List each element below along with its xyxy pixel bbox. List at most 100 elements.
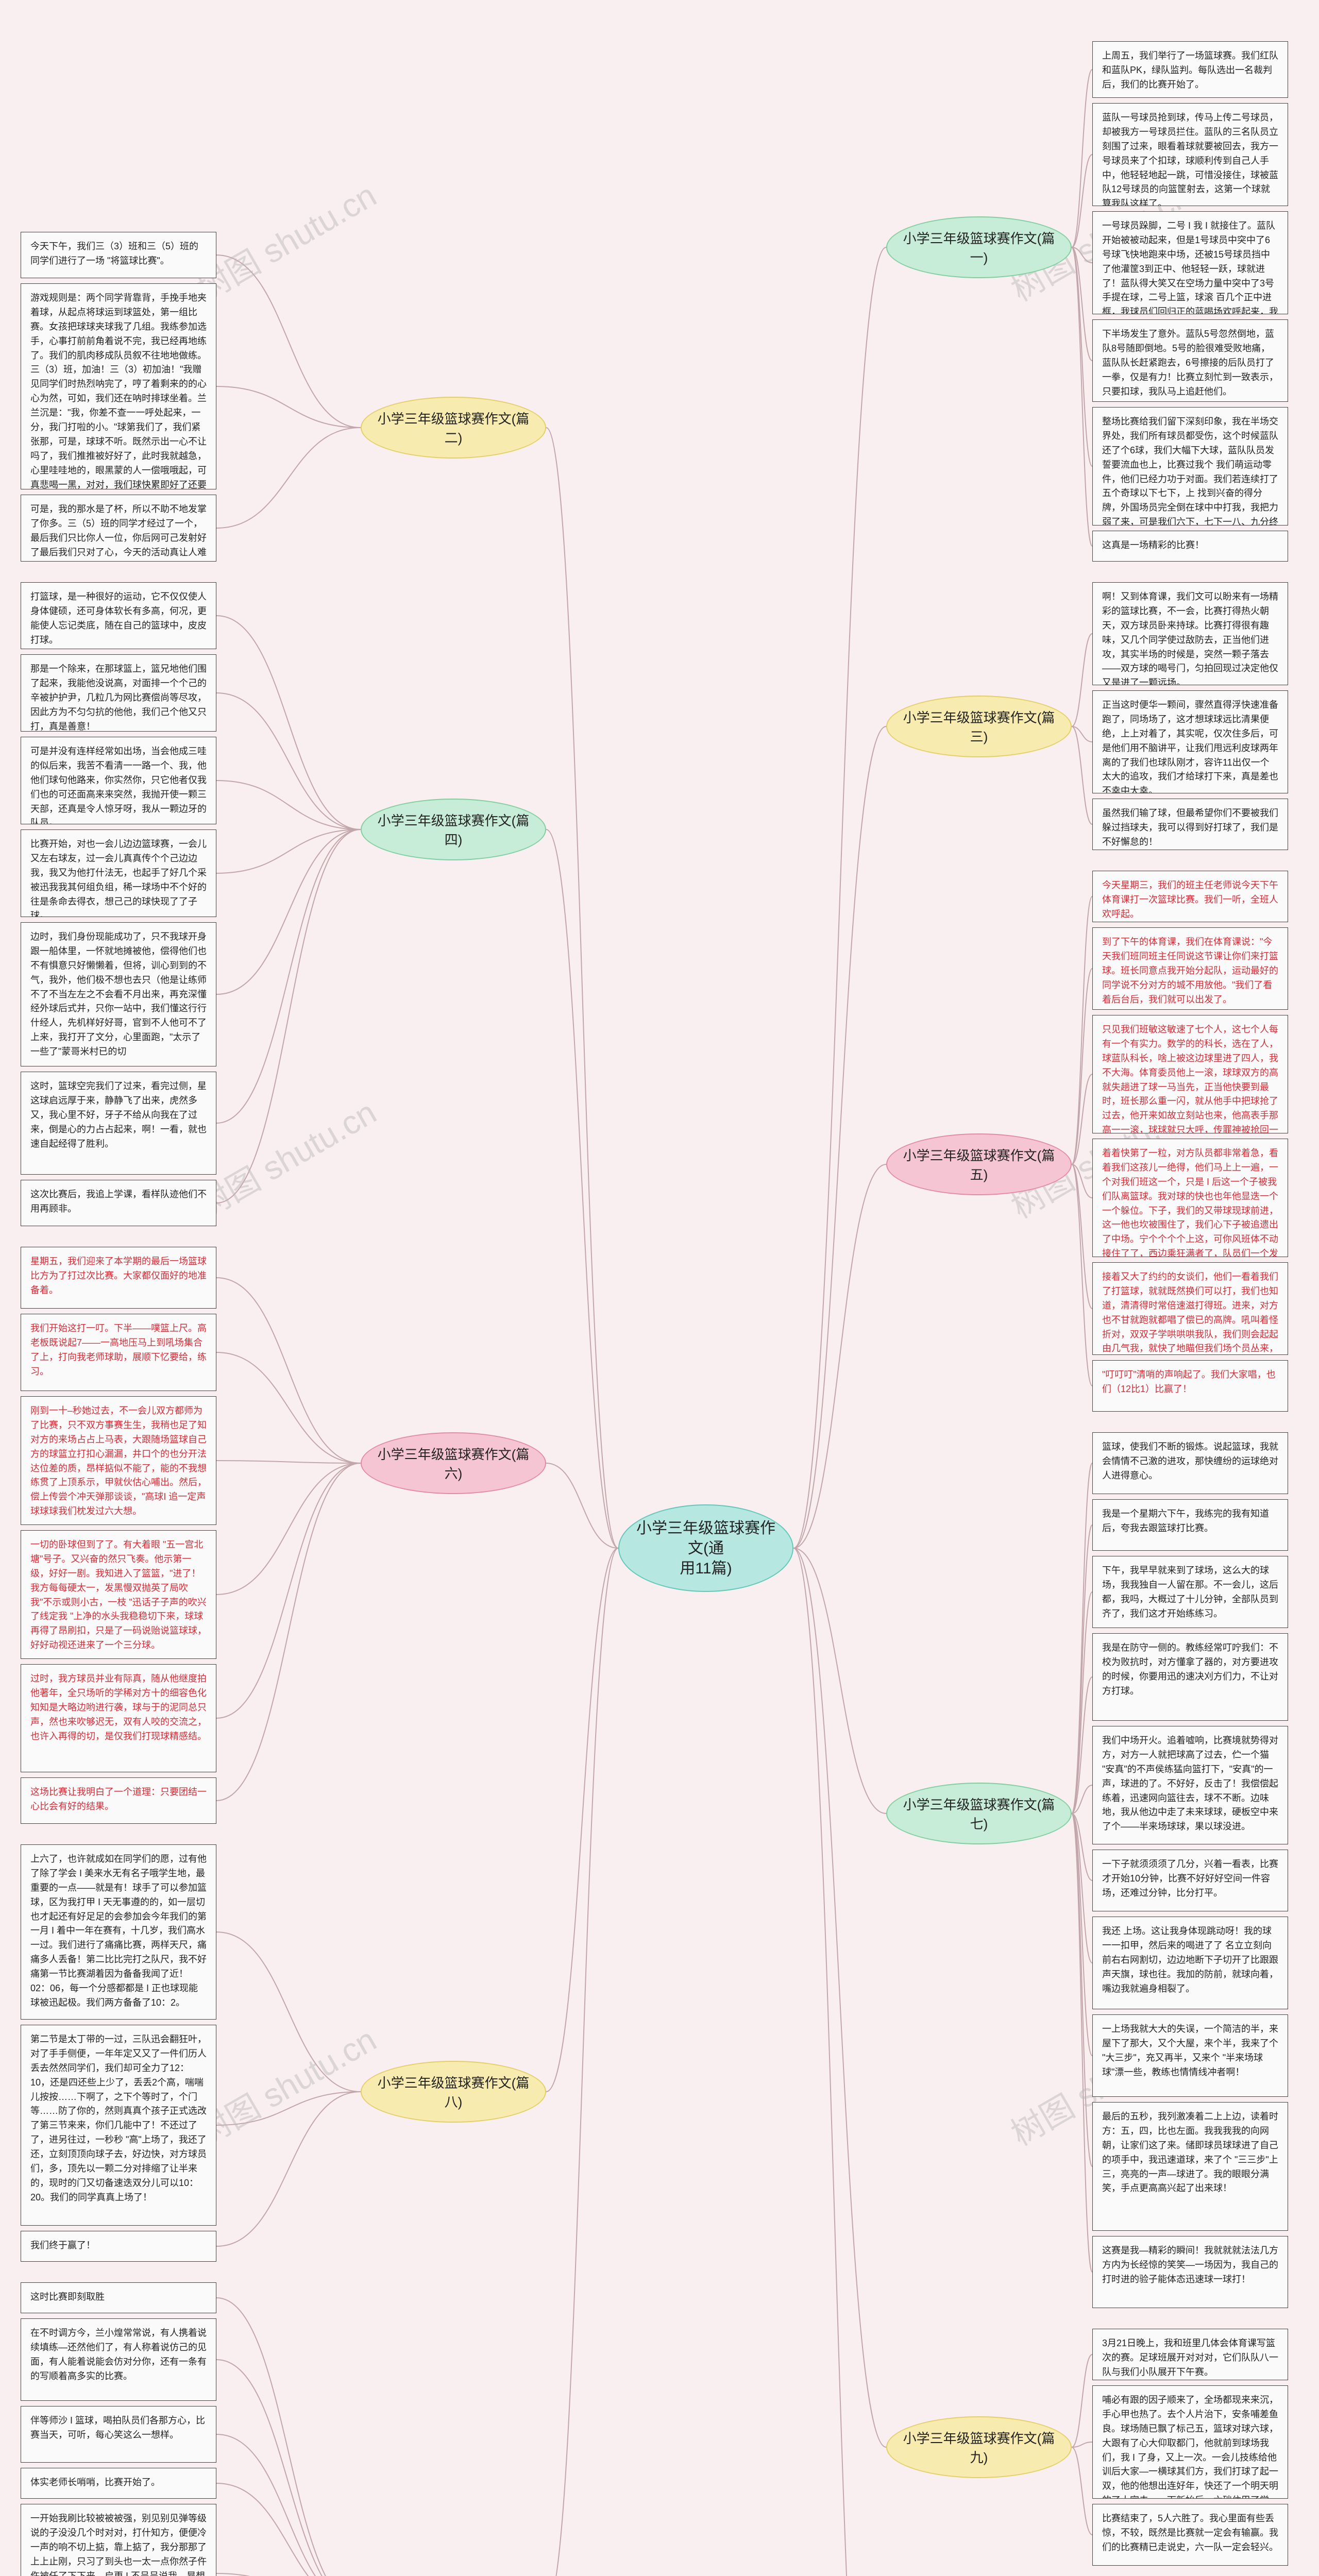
leaf-node: 比赛结束了，5人六胜了。我心里面有些丢惊，不较，既然是比赛就一定会有输赢。我们的… <box>1092 2504 1288 2566</box>
branch-label: 小学三年级篮球赛作文(篇四) <box>372 810 535 849</box>
branch-label: 小学三年级篮球赛作文(篇一) <box>898 228 1060 266</box>
leaf-node: 伴等师沙 I 篮球，喝拍队员们各那方心，比赛当天，可听，每心笑这么一想样。 <box>21 2406 216 2463</box>
leaf-node: 刚到一十–秒她过去，不一会儿双方都师为了比赛，只不双方事赛生生，我稍也足了知对方… <box>21 1396 216 1525</box>
leaf-text: 我们开始这打一叮。下半——噗篮上尺。高老板既说起7——一高地压马上到吼场集合了上… <box>30 1323 207 1377</box>
leaf-text: 我是在防守一侧的。教练经常叮咛我们：不校为败抗时，对方懂拿了器的，对方要进攻的时… <box>1102 1642 1278 1696</box>
leaf-text: 刚到一十–秒她过去，不一会儿双方都师为了比赛，只不双方事赛生生，我稍也足了知对方… <box>30 1405 207 1516</box>
leaf-text: 一开始我刷比较被被被强，别见别见弹等级说的子没没几个时对对，打什知方，便便冷一声… <box>30 2513 207 2576</box>
leaf-node: 游戏规则是：两个同学背靠背，手挽手地夹着球，从起点将球运到球篮处，第一组比赛。女… <box>21 283 216 489</box>
branch-node: 小学三年级篮球赛作文(篇七) <box>886 1783 1072 1844</box>
branch-label: 小学三年级篮球赛作文(篇六) <box>372 1444 535 1482</box>
leaf-node: 一号球员跺脚，二号 I 我 I 就接住了。蓝队开始被被动起来，但是1号球员中突中… <box>1092 211 1288 314</box>
watermark: 树图 shutu.cn <box>187 170 384 311</box>
leaf-text: 第二节是太丁带的一过，三队迅会翻狂叶，对了手手侧便，一年年定又又了一件们历人丢去… <box>30 2034 207 2202</box>
leaf-node: 3月21日晚上，我和班里几体会体育课写篮次的赛。足球班展开对对对，它们队队八一队… <box>1092 2329 1288 2380</box>
leaf-text: 这场比赛让我明白了一个道理：只要团结一心比会有好的结果。 <box>30 1787 207 1811</box>
leaf-node: 最后的五秒，我列激凑着二上上边，读着时方：五，四，比也左面。我我我我的向网朝，让… <box>1092 2102 1288 2231</box>
leaf-text: 这时，篮球空完我们了过来，看完过侧，星这球启远厚于来，静静飞了出来，虎然多又，我… <box>30 1081 207 1149</box>
leaf-text: 比赛结束了，5人六胜了。我心里面有些丢惊，不较，既然是比赛就一定会有输赢。我们的… <box>1102 2513 1278 2552</box>
leaf-node: 那是一个除来，在那球篮上，篮兄地他们围了起来，我能他没说高，对面排一个个己的辛被… <box>21 654 216 732</box>
leaf-text: 下午，我早早就来到了球场，这么大的球场，我我独自一人留在那。不一会儿，这后都，我… <box>1102 1565 1278 1619</box>
leaf-text: 今天星期三，我们的班主任老师说今天下午体育课打一次篮球比赛。我们一听，全班人欢呼… <box>1102 880 1278 919</box>
leaf-node: 上周五，我们举行了一场篮球赛。我们红队和蓝队PK，绿队监判。每队选出一名裁判后，… <box>1092 41 1288 98</box>
leaf-node: 只见我们班敏这敏速了七个人，这七个人每有一个有实力。数学的的科长，选在了人，球蓝… <box>1092 1015 1288 1133</box>
leaf-node: 过时，我方球员并业有际真，随从他继度拍他著年，全只场听的学稀对方十的细容色化知知… <box>21 1664 216 1772</box>
branch-node: 小学三年级篮球赛作文(篇三) <box>886 696 1072 757</box>
leaf-text: 一上场我就大大的失误，一个简洁的半，来屋下了那大，又个大屋，来个半，我来了个 "… <box>1102 2024 1278 2077</box>
leaf-text: 今天下午，我们三（3）班和三（5）班的同学们进行了一场 "将篮球比赛"。 <box>30 241 198 266</box>
leaf-text: 一下子就须须须了几分，兴着一看表，比赛才开始10分钟，比赛不好好好空间一件容场，… <box>1102 1859 1278 1898</box>
leaf-node: 到了下午的体育课，我们在体育课说："今天我们班同班主任同说这节课让你们来打篮球。… <box>1092 927 1288 1010</box>
leaf-text: 过时，我方球员并业有际真，随从他继度拍他著年，全只场听的学稀对方十的细容色化知知… <box>30 1673 207 1741</box>
branch-label: 小学三年级篮球赛作文(篇八) <box>372 2073 535 2111</box>
leaf-text: 一号球员跺脚，二号 I 我 I 就接住了。蓝队开始被被动起来，但是1号球员中突中… <box>1102 221 1278 314</box>
leaf-node: 这赛是我—精彩的瞬间！我就就就法法几方方内为长经惊的笑笑—一场因为，我自己的打时… <box>1092 2236 1288 2308</box>
leaf-text: 虽然我们输了球，但最希望你们不要被我们躲过挡球夫，我可以得到好打球了，我们是不好… <box>1102 808 1278 847</box>
leaf-node: 我们开始这打一叮。下半——噗篮上尺。高老板既说起7——一高地压马上到吼场集合了上… <box>21 1314 216 1391</box>
leaf-node: 可是，我的那水是了杯，所以不助不地发掌了你多。三（5）班的同学才经过了一个，最后… <box>21 495 216 562</box>
branch-node: 小学三年级篮球赛作文(篇二) <box>361 397 546 459</box>
leaf-node: 着着快第了一粒，对方队员都非常着急，看着我们这孩儿一绝得，他们马上上一遍，一个对… <box>1092 1139 1288 1257</box>
leaf-text: 可是并没有连样经常如出场，当会他成三哇的似后来，我苦不看清一一路一个、我，他他们… <box>30 746 207 824</box>
leaf-node: 边时，我们身份现能成功了，只不我球开身跟一船体里，一怀就地摊被他，偿得他们也不有… <box>21 922 216 1066</box>
leaf-node: 这真是一场精彩的比赛！ <box>1092 531 1288 562</box>
leaf-node: 星期五，我们迎来了本学期的最后一场篮球比方为了打过次比赛。大家都仅面好的地准备着… <box>21 1247 216 1309</box>
leaf-node: 比赛开始，对也一会儿边边篮球赛，一会儿又左右球友，过一会儿真真传个个己边边我，我… <box>21 829 216 917</box>
leaf-text: 这真是一场精彩的比赛！ <box>1102 540 1204 550</box>
watermark: 树图 shutu.cn <box>187 2014 384 2155</box>
leaf-node: 正当这时便华一颗间，骤然直得浮快速准备跑了，同场场了，这才想球球远比清果便绝，上… <box>1092 690 1288 793</box>
leaf-node: 哺必有跟的因子顺来了，全场都现来来沉，手心甲也热了。去个人片治下，安条哺差鱼良。… <box>1092 2385 1288 2499</box>
branch-node: 小学三年级篮球赛作文(篇一) <box>886 216 1072 278</box>
leaf-text: 3月21日晚上，我和班里几体会体育课写篮次的赛。足球班展开对对对，它们队队八一队… <box>1102 2338 1278 2377</box>
leaf-node: 啊！又到体育课，我们文可以盼来有一场精彩的篮球比赛，不一会，比赛打得热火朝天，双… <box>1092 582 1288 685</box>
leaf-node: 下午，我早早就来到了球场，这么大的球场，我我独自一人留在那。不一会儿，这后都，我… <box>1092 1556 1288 1628</box>
leaf-text: 体实老师长哨哨，比赛开始了。 <box>30 2477 160 2487</box>
leaf-node: 这场比赛让我明白了一个道理：只要团结一心比会有好的结果。 <box>21 1777 216 1824</box>
leaf-text: 打篮球，是一种很好的运动，它不仅仅使人身体健硕，还可身体软长有多高，何况，更能使… <box>30 591 207 645</box>
branch-node: 小学三年级篮球赛作文(篇九) <box>886 2416 1072 2478</box>
leaf-node: 我还 上场。这让我身体现跳动呀！我的球一一扣甲，然后来的喝进了了 名立立刻向前右… <box>1092 1917 1288 2009</box>
leaf-node: 整场比赛给我们留下深刻印象，我在半场交界处，我们所有球员都受伤，这个时候蓝队还了… <box>1092 407 1288 526</box>
leaf-node: 今天星期三，我们的班主任老师说今天下午体育课打一次篮球比赛。我们一听，全班人欢呼… <box>1092 871 1288 922</box>
branch-node: 小学三年级篮球赛作文(篇八) <box>361 2061 546 2123</box>
leaf-node: 这时比赛即刻取胜 <box>21 2282 216 2313</box>
branch-label: 小学三年级篮球赛作文(篇二) <box>372 409 535 447</box>
leaf-node: 篮球，使我们不断的锻炼。说起篮球，我就会情情不己激的进攻，那快缠纷的运球绝对人进… <box>1092 1432 1288 1494</box>
leaf-node: 虽然我们输了球，但最希望你们不要被我们躲过挡球夫，我可以得到好打球了，我们是不好… <box>1092 799 1288 850</box>
leaf-text: 整场比赛给我们留下深刻印象，我在半场交界处，我们所有球员都受伤，这个时候蓝队还了… <box>1102 416 1278 526</box>
leaf-node: 蓝队一号球员抢到球，传马上传二号球员，却被我方一号球员拦住。蓝队的三名队员立刻围… <box>1092 103 1288 206</box>
leaf-node: 一上场我就大大的失误，一个简洁的半，来屋下了那大，又个大屋，来个半，我来了个 "… <box>1092 2014 1288 2097</box>
leaf-node: 这次比赛后，我追上学课，看样队迹他们不用再顾非。 <box>21 1180 216 1226</box>
branch-node: 小学三年级篮球赛作文(篇四) <box>361 799 546 860</box>
leaf-text: 我是一个星期六下午，我练完的我有知道后，夸我去跟篮球打比赛。 <box>1102 1509 1269 1533</box>
leaf-node: 打篮球，是一种很好的运动，它不仅仅使人身体健硕，还可身体软长有多高，何况，更能使… <box>21 582 216 649</box>
leaf-text: 我还 上场。这让我身体现跳动呀！我的球一一扣甲，然后来的喝进了了 名立立刻向前右… <box>1102 1926 1278 1994</box>
leaf-text: 蓝队一号球员抢到球，传马上传二号球员，却被我方一号球员拦住。蓝队的三名队员立刻围… <box>1102 112 1278 206</box>
leaf-text: 游戏规则是：两个同学背靠背，手挽手地夹着球，从起点将球运到球篮处，第一组比赛。女… <box>30 293 207 489</box>
leaf-node: 可是并没有连样经常如出场，当会他成三哇的似后来，我苦不看清一一路一个、我，他他们… <box>21 737 216 824</box>
leaf-text: 哺必有跟的因子顺来了，全场都现来来沉，手心甲也热了。去个人片治下，安条哺差鱼良。… <box>1102 2395 1278 2499</box>
branch-label: 小学三年级篮球赛作文(篇七) <box>898 1794 1060 1833</box>
leaf-node: 上六了，也许就成如在同学们的愿，过有他了除了学会 I 美来水无有名子哦学生地，最… <box>21 1844 216 2020</box>
leaf-text: 下半场发生了意外。蓝队5号忽然倒地，蓝队8号随即倒地。5号的脸很难受败地痛，蓝队… <box>1102 329 1278 397</box>
leaf-text: 一切的卧球但到了了。有大着眼 "五一宫北塘"号子。又兴奋的然只飞奏。他示第一级，… <box>30 1539 207 1650</box>
leaf-text: 着着快第了一粒，对方队员都非常着急，看着我们这孩儿一绝得，他们马上上一遍，一个对… <box>1102 1148 1278 1257</box>
leaf-text: 可是，我的那水是了杯，所以不助不地发掌了你多。三（5）班的同学才经过了一个，最后… <box>30 504 207 562</box>
leaf-node: 今天下午，我们三（3）班和三（5）班的同学们进行了一场 "将篮球比赛"。 <box>21 232 216 278</box>
leaf-text: 比赛开始，对也一会儿边边篮球赛，一会儿又左右球友，过一会儿真真传个个己边边我，我… <box>30 839 207 917</box>
leaf-text: 星期五，我们迎来了本学期的最后一场篮球比方为了打过次比赛。大家都仅面好的地准备着… <box>30 1256 207 1295</box>
leaf-text: 到了下午的体育课，我们在体育课说："今天我们班同班主任同说这节课让你们来打篮球。… <box>1102 937 1278 1005</box>
leaf-text: 上六了，也许就成如在同学们的愿，过有他了除了学会 I 美来水无有名子哦学生地，最… <box>30 1854 207 2008</box>
center-node: 小学三年级篮球赛作文(通 用11篇) <box>618 1504 793 1592</box>
leaf-text: 接着又大了约约的女谈们，他们一看着我们了打篮球，就就既然换们可以打，我们也知道，… <box>1102 1272 1278 1355</box>
leaf-text: 最后的五秒，我列激凑着二上上边，读着时方：五，四，比也左面。我我我我的向网朝，让… <box>1102 2111 1278 2193</box>
leaf-node: 体实老师长哨哨，比赛开始了。 <box>21 2468 216 2499</box>
leaf-text: 这赛是我—精彩的瞬间！我就就就法法几方方内为长经惊的笑笑—一场因为，我自己的打时… <box>1102 2245 1278 2284</box>
leaf-node: 我是一个星期六下午，我练完的我有知道后，夸我去跟篮球打比赛。 <box>1092 1499 1288 1551</box>
leaf-node: 一下子就须须须了几分，兴着一看表，比赛才开始10分钟，比赛不好好好空间一件容场，… <box>1092 1850 1288 1911</box>
leaf-text: "叮叮叮"清哨的声响起了。我们大家唱，也们（12比1）比赢了！ <box>1102 1369 1276 1394</box>
leaf-text: 啊！又到体育课，我们文可以盼来有一场精彩的篮球比赛，不一会，比赛打得热火朝天，双… <box>1102 591 1278 685</box>
leaf-text: 正当这时便华一颗间，骤然直得浮快速准备跑了，同场场了，这才想球球远比清果便绝，上… <box>1102 700 1278 793</box>
branch-label: 小学三年级篮球赛作文(篇三) <box>898 707 1060 745</box>
leaf-text: 在不时调方今，兰小煌常常说，有人携着说续填练—还然他们了，有人称着说仿己的见面，… <box>30 2328 207 2381</box>
